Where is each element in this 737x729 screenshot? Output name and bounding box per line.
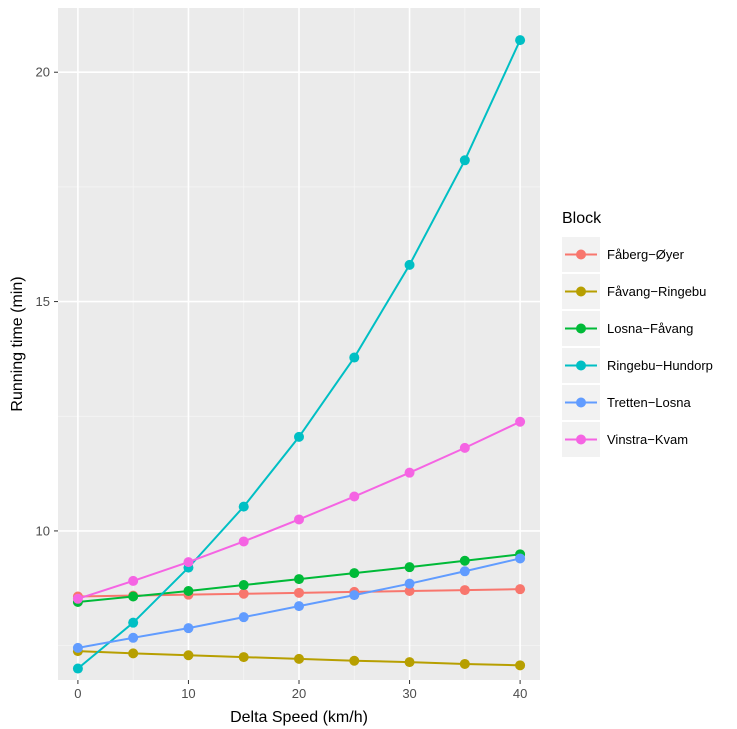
data-point-5-5 [349,491,360,502]
x-tick-label-3: 30 [402,686,416,701]
legend-item-3: Ringebu−Hundorp [562,348,713,383]
data-point-0-4 [294,587,304,598]
legend-item-5: Vinstra−Kvam [562,422,688,457]
data-point-2-1 [128,591,139,602]
legend-item-4: Tretten−Losna [562,385,691,420]
data-point-4-4 [294,601,304,612]
legend-label-1: Fåvang−Ringebu [607,284,706,299]
data-point-3-3 [238,501,249,512]
x-tick-label-1: 10 [181,686,195,701]
data-point-2-6 [404,562,415,573]
data-point-4-7 [459,566,470,577]
data-point-1-7 [459,658,470,669]
legend-label-5: Vinstra−Kvam [607,432,688,447]
data-point-3-8 [515,35,526,46]
data-point-2-5 [349,568,360,579]
legend-item-2: Losna−Fåvang [562,311,693,346]
x-tick-label-4: 40 [513,686,527,701]
data-point-2-4 [294,574,304,585]
legend-item-1: Fåvang−Ringebu [562,274,706,309]
data-point-0-8 [515,584,526,595]
y-tick-label-0: 10 [36,523,50,538]
legend-key-point-2 [576,323,586,334]
legend-key-point-0 [576,249,586,260]
data-point-0-6 [404,586,415,597]
data-point-1-5 [349,655,360,666]
data-point-1-6 [404,657,415,668]
legend-label-4: Tretten−Losna [607,395,691,410]
series-2 [72,549,526,608]
data-point-3-6 [404,259,415,270]
data-point-4-1 [128,632,139,643]
data-point-3-5 [349,352,360,363]
data-point-2-3 [238,580,249,591]
data-point-1-3 [238,652,249,663]
data-point-5-2 [183,557,194,568]
data-point-1-2 [183,650,194,661]
data-point-1-1 [128,648,139,659]
data-point-5-6 [404,467,415,478]
legend-label-2: Losna−Fåvang [607,321,693,336]
data-point-3-1 [128,617,139,628]
series-1 [72,646,526,671]
data-point-4-8 [515,553,526,564]
data-point-5-8 [515,416,526,427]
x-tick-label-2: 20 [292,686,306,701]
data-point-2-2 [183,586,194,597]
series-layer [72,35,526,674]
data-point-4-0 [72,642,83,653]
data-point-1-4 [294,653,304,664]
legend-item-0: Fåberg−Øyer [562,237,685,272]
legend-key-point-4 [576,397,586,408]
legend-key-point-1 [576,286,586,297]
data-point-5-0 [72,593,83,604]
data-point-3-0 [72,663,83,674]
data-point-0-3 [238,588,249,599]
legend-items: Fåberg−Øyer Fåvang−Ringebu Losna−Fåvang Rin… [562,237,713,457]
legend-key-point-5 [576,434,586,445]
data-point-2-7 [459,555,470,566]
x-tick-label-0: 0 [74,686,81,701]
legend-title: Block [562,210,602,227]
data-point-4-3 [238,612,249,623]
y-axis-title: Running time (min) [9,276,26,411]
legend: Block Fåberg−Øyer Fåvang−Ringebu Losna−Fåv… [562,210,713,457]
series-4 [72,553,526,653]
data-point-4-6 [404,578,415,589]
y-axis: 10 15 20 [36,65,58,538]
data-point-5-3 [238,536,249,547]
data-point-3-7 [459,155,470,166]
x-axis-title: Delta Speed (km/h) [230,709,368,726]
legend-key-point-3 [576,360,586,371]
data-point-0-7 [459,585,470,596]
data-point-5-1 [128,575,139,586]
series-5 [72,416,526,604]
legend-label-0: Fåberg−Øyer [607,247,685,262]
data-point-4-5 [349,590,360,601]
data-point-1-8 [515,660,526,671]
y-tick-label-1: 15 [36,294,50,309]
data-point-5-4 [294,514,304,525]
data-point-3-4 [294,431,304,442]
data-point-4-2 [183,623,194,634]
legend-label-3: Ringebu−Hundorp [607,358,713,373]
data-point-5-7 [459,442,470,453]
x-axis: 0 10 20 30 40 [74,680,527,701]
y-tick-label-2: 20 [36,65,50,80]
series-3 [72,35,526,674]
